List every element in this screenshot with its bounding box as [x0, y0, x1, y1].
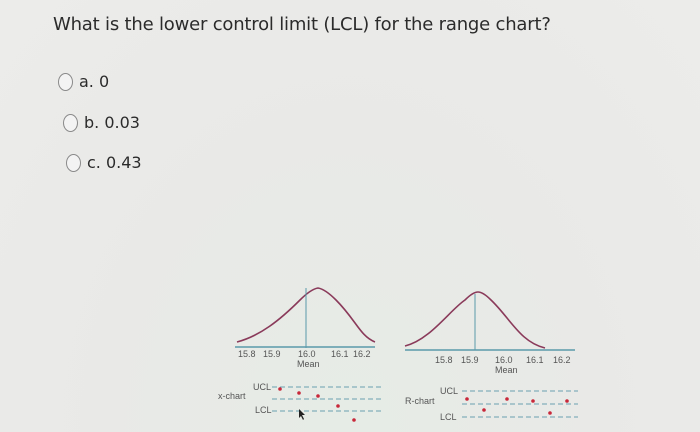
- chart-label: x-chart: [218, 391, 246, 401]
- x-axis-label: Mean: [495, 365, 518, 375]
- mouse-cursor-icon: [299, 409, 305, 420]
- question-text: What is the lower control limit (LCL) fo…: [53, 14, 551, 35]
- tick: 16.2: [353, 349, 371, 359]
- ucl-label: UCL: [253, 382, 271, 392]
- tick: 16.2: [553, 355, 571, 365]
- tick: 16.1: [331, 349, 349, 359]
- lcl-label: LCL: [255, 405, 272, 415]
- r-chart-diagram: 15.8 15.9 16.0 16.1 16.2 Mean UCL R-char…: [404, 291, 578, 422]
- tick: 16.0: [495, 355, 513, 365]
- option-label: a. 0: [79, 72, 110, 91]
- tick: 15.9: [263, 349, 281, 359]
- option-label: b. 0.03: [84, 113, 140, 132]
- radio-button[interactable]: [66, 153, 81, 172]
- option-c[interactable]: c. 0.43: [66, 153, 142, 172]
- option-label: c. 0.43: [87, 153, 142, 172]
- option-b[interactable]: b. 0.03: [63, 113, 140, 132]
- chart-label: R-chart: [405, 396, 435, 406]
- tick: 15.8: [435, 355, 453, 365]
- option-a[interactable]: a. 0: [58, 72, 109, 91]
- ucl-label: UCL: [440, 386, 458, 396]
- x-chart-diagram: 15.8 15.9 16.0 16.1 16.2 Mean UCL x-char…: [218, 287, 382, 422]
- radio-button[interactable]: [63, 113, 78, 132]
- tick: 16.1: [526, 355, 544, 365]
- tick: 15.9: [461, 355, 479, 365]
- tick: 15.8: [238, 349, 256, 359]
- radio-button[interactable]: [58, 72, 73, 91]
- x-axis-label: Mean: [297, 359, 320, 369]
- lcl-label: LCL: [440, 412, 457, 422]
- tick: 16.0: [298, 349, 316, 359]
